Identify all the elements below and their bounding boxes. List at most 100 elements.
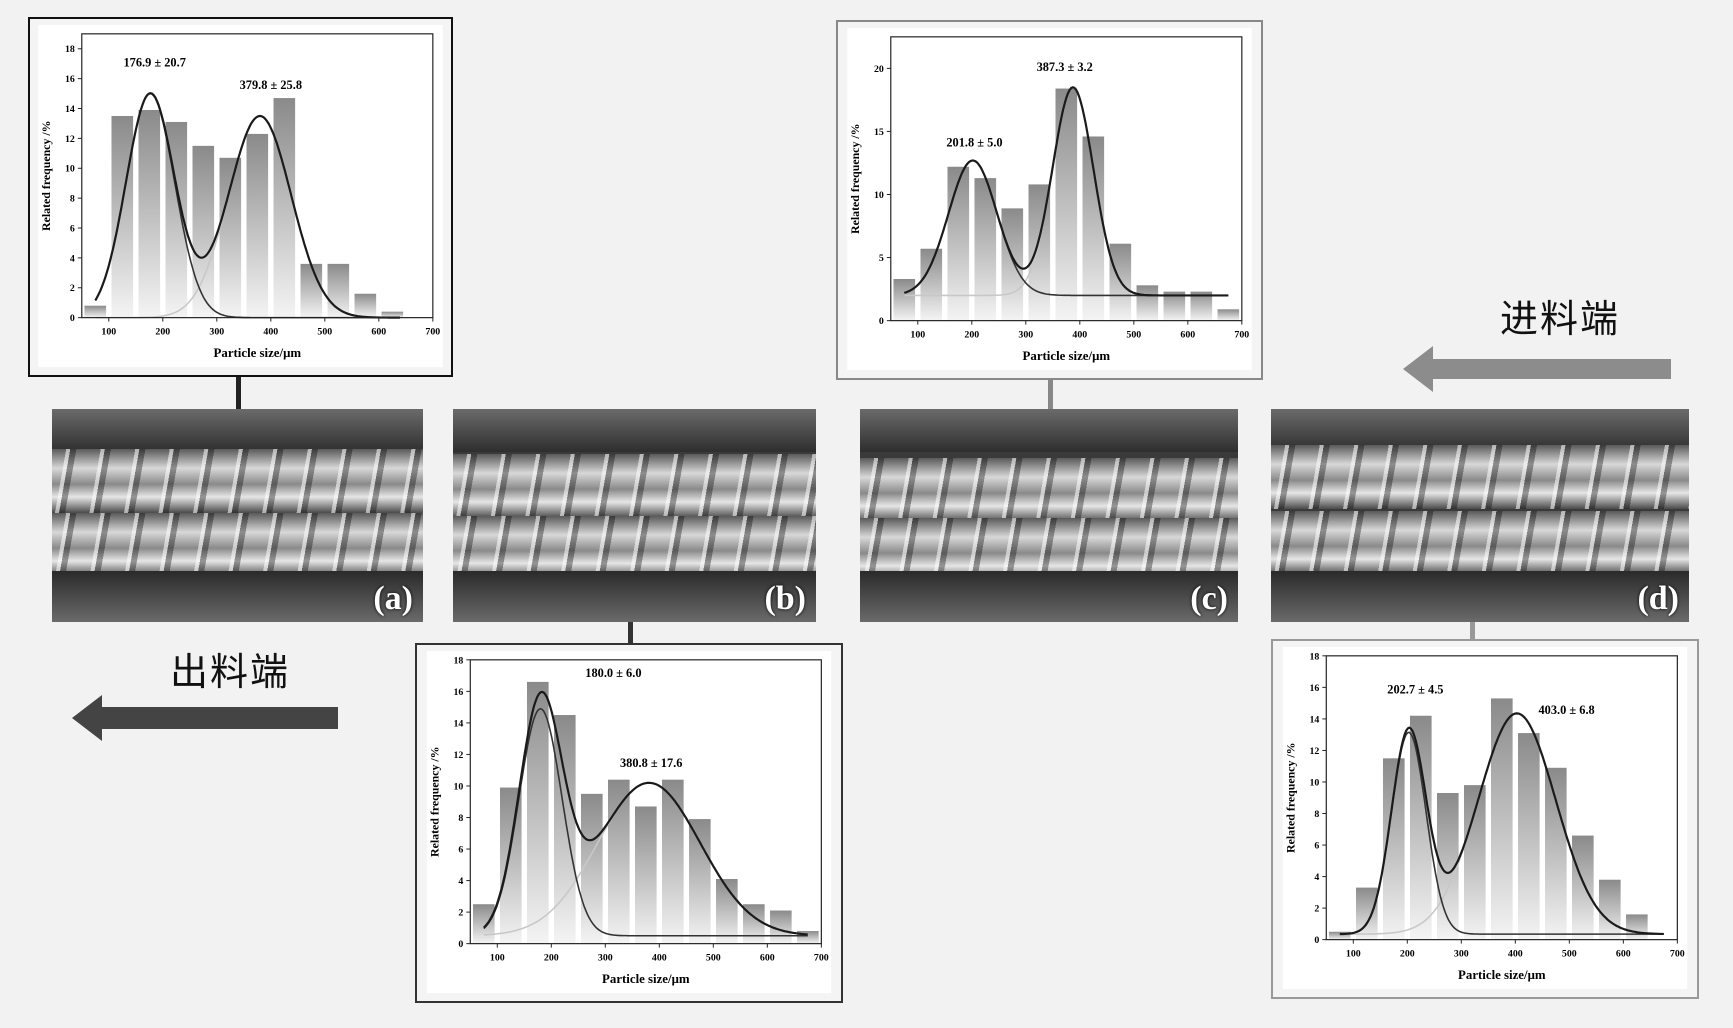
histogram-bar [743,904,765,944]
y-tick-label: 8 [458,813,463,824]
plot-frame [890,36,1243,322]
histogram-bar [219,157,242,318]
x-tick-label: 300 [1454,948,1469,959]
photo-label-c: (c) [1190,580,1228,617]
histogram-bar [1572,835,1594,940]
histogram-bar [246,133,269,318]
y-tick-label: 18 [65,44,75,55]
y-tick-label: 8 [70,194,75,205]
x-tick-label: 100 [490,952,505,963]
y-tick-label: 18 [453,655,463,666]
y-tick-label: 4 [458,876,463,887]
x-tick-label: 300 [1018,329,1033,340]
y-tick-label: 14 [65,104,75,115]
inlet-arrow-icon [1403,346,1671,392]
y-tick-label: 12 [65,134,75,145]
histogram-bar [1409,715,1432,940]
x-tick-label: 100 [101,326,116,337]
screw-photo-a: (a) [52,409,423,622]
y-tick-label: 6 [458,845,463,856]
y-tick-label: 6 [1314,841,1319,852]
x-tick-label: 500 [317,326,332,337]
inlet-label: 进料端 [1500,297,1621,341]
y-tick-label: 10 [65,164,75,175]
x-tick-label: 500 [1562,948,1577,959]
y-tick-label: 15 [874,127,884,138]
histogram-bar [920,248,943,321]
histogram-bar [526,681,549,944]
x-tick-label: 200 [1400,948,1415,959]
histogram-bar [1136,285,1159,321]
outlet-arrow-icon [72,695,338,741]
y-tick-label: 18 [1309,651,1319,662]
y-tick-label: 0 [458,939,463,950]
x-tick-label: 400 [1508,948,1523,959]
x-axis-label: Particle size/μm [602,972,690,986]
chart-a-panel: 100 200 300 400 500 600 700 0 2 4 6 8 10 12 14 16 18 Part… [28,17,453,377]
histogram-bar [689,819,711,944]
y-tick-label: 2 [458,908,463,919]
y-tick-label: 14 [453,718,463,729]
histogram-bar [1491,698,1513,940]
y-tick-label: 8 [1314,809,1319,820]
histogram-bar [381,311,404,318]
connector-c [1048,380,1053,429]
y-tick-label: 16 [1309,683,1319,694]
fit-component-1 [483,707,808,937]
x-tick-label: 200 [544,952,559,963]
connector-b [628,622,633,643]
histogram-bar [1355,887,1378,940]
histogram-bar [84,305,107,318]
plot-frame [81,33,434,319]
histogram-bar [1518,733,1540,940]
y-axis-label: Related frequency /% [1284,743,1298,853]
y-tick-label: 14 [1309,714,1319,725]
histogram-bar [1163,291,1186,321]
y-tick-label: 0 [879,316,884,327]
x-tick-label: 300 [209,326,224,337]
x-tick-label: 400 [263,326,278,337]
histogram-bar [1001,208,1024,321]
histogram-bar [1545,767,1567,940]
chart-a: 100 200 300 400 500 600 700 0 2 4 6 8 10 12 14 16 18 Part… [38,24,443,368]
histogram-bar [635,806,657,944]
peak-annotation: 403.0 ± 6.8 [1539,703,1595,717]
peak-annotation: 202.7 ± 4.5 [1387,683,1443,697]
fit-envelope [1339,712,1664,936]
histogram-bar [1626,914,1648,940]
x-tick-label: 400 [1072,329,1087,340]
y-tick-label: 16 [453,687,463,698]
histogram-bar [581,793,603,944]
histogram-bar [1328,931,1351,940]
histogram-bar [1082,136,1105,321]
x-tick-label: 700 [425,326,440,337]
y-tick-label: 0 [1314,935,1319,946]
histogram-bar [138,110,161,318]
x-tick-label: 400 [652,952,667,963]
y-tick-label: 12 [453,750,463,761]
plot-frame [469,659,822,945]
y-tick-label: 6 [70,223,75,234]
y-tick-label: 10 [453,781,463,792]
y-tick-label: 2 [1314,904,1319,915]
peak-annotation: 201.8 ± 5.0 [946,136,1002,150]
chart-c: 100 200 300 400 500 600 700 0 5 10 15 20 Particle si… [847,27,1252,371]
histogram-bar [662,779,684,944]
chart-d: 100 200 300 400 500 600 700 0 2 4 6 8 10 12 14 16 18 Part… [1282,646,1688,990]
histogram-bar [1055,88,1078,321]
histogram-bar [553,715,576,944]
y-tick-label: 12 [1309,746,1319,757]
peak-annotation: 180.0 ± 6.0 [585,666,641,680]
y-axis-label: Related frequency /% [39,121,53,231]
screw-photo-c: (c) [860,409,1238,622]
plot-frame [1325,655,1678,941]
y-axis-label: Related frequency /% [428,747,442,857]
x-tick-label: 500 [706,952,721,963]
chart-c-panel: 100 200 300 400 500 600 700 0 5 10 15 20 Particle si… [836,20,1263,380]
histogram-bar [974,178,997,321]
histogram-bar [111,115,134,318]
photo-label-a: (a) [373,580,413,617]
y-axis-label: Related frequency /% [848,124,862,234]
y-tick-label: 5 [879,253,884,264]
histogram-bar [608,779,630,944]
